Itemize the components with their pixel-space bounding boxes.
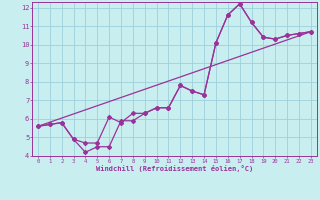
X-axis label: Windchill (Refroidissement éolien,°C): Windchill (Refroidissement éolien,°C) [96, 165, 253, 172]
